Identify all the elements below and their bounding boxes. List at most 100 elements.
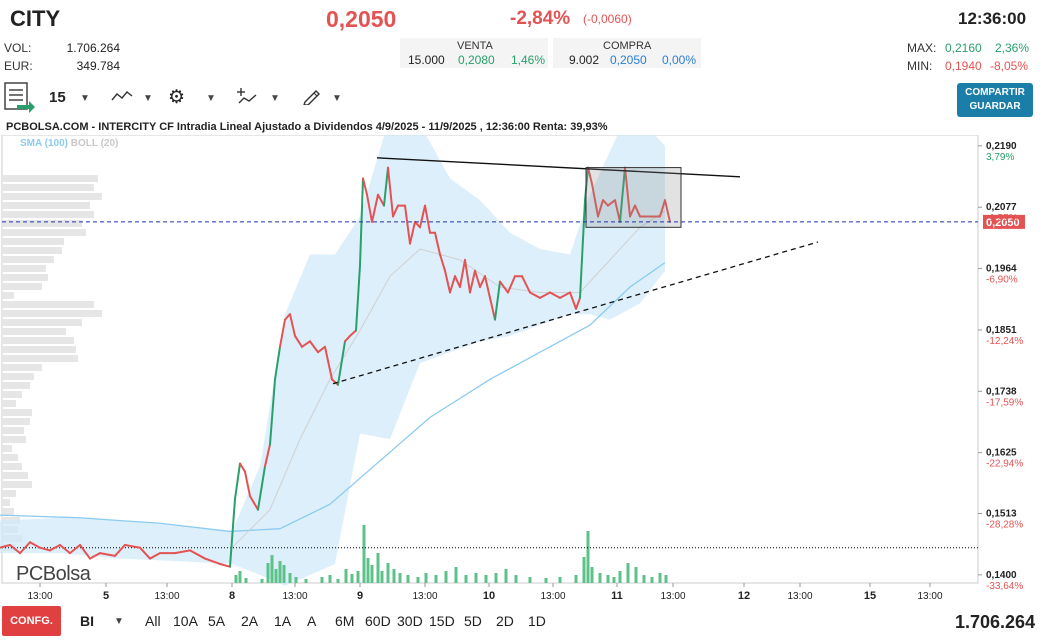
line-type-icon[interactable] — [111, 88, 133, 109]
range-button-15d[interactable]: 15D — [429, 613, 455, 629]
indicator-icon[interactable] — [236, 87, 258, 110]
price-segment — [0, 543, 11, 549]
interval-select[interactable]: 15 — [49, 89, 66, 106]
volume-bar — [274, 569, 278, 583]
volume-bar — [398, 573, 402, 583]
range-button-2d[interactable]: 2D — [496, 613, 514, 629]
volume-bar — [294, 577, 298, 583]
price-segment — [59, 543, 71, 555]
price-segment — [249, 495, 259, 511]
min-value: 0,1940 — [945, 59, 982, 73]
price-segment — [614, 199, 621, 223]
volume-bar — [266, 563, 270, 583]
volume-profile-bar — [2, 445, 12, 452]
y-tick-pct: -6,90% — [986, 275, 1018, 286]
chart-title: PCBOLSA.COM - INTERCITY CF Intradia Line… — [6, 121, 608, 133]
price-segment — [659, 199, 666, 218]
gear-caret-icon[interactable]: ▼ — [206, 93, 216, 104]
volume-bar — [626, 563, 630, 583]
price-segment — [89, 552, 101, 560]
price-segment — [294, 334, 303, 348]
volume-bar — [664, 575, 668, 583]
price-segment — [539, 291, 551, 299]
vol-value: 1.706.264 — [66, 41, 120, 55]
volume-profile-bar — [2, 256, 54, 263]
range-button-all[interactable]: All — [145, 613, 161, 629]
volume-profile-bar — [2, 184, 94, 191]
price-segment — [279, 318, 286, 348]
price-segment — [579, 199, 586, 299]
price-segment — [507, 275, 516, 294]
interval-caret-icon[interactable]: ▼ — [80, 93, 90, 104]
price-segment — [602, 199, 609, 207]
venta-price: 0,2080 — [458, 53, 495, 67]
volume-profile-bar — [2, 319, 82, 326]
volume-profile-bar — [2, 220, 82, 227]
volume-bar — [288, 573, 292, 583]
volume-profile-bar — [2, 364, 42, 371]
gear-icon[interactable]: ⚙ — [168, 87, 186, 108]
draw-caret-icon[interactable]: ▼ — [332, 93, 342, 104]
venta-label: VENTA — [457, 40, 493, 52]
volume-bar — [598, 573, 602, 583]
price-segment — [234, 462, 241, 500]
range-button-2a[interactable]: 2A — [241, 613, 259, 629]
indicator-caret-icon[interactable]: ▼ — [270, 93, 280, 104]
ticker-symbol: CITY — [10, 6, 61, 31]
price-segment — [337, 340, 346, 386]
venta-qty: 15.000 — [408, 53, 445, 67]
volume-bar — [574, 575, 578, 583]
volume-bar — [484, 575, 488, 583]
price-segment — [139, 546, 151, 560]
sma-line — [0, 262, 666, 533]
volume-profile-bar — [2, 382, 30, 389]
chart-table-icon[interactable] — [3, 81, 35, 115]
last-price: 0,2050 — [326, 6, 397, 32]
x-tick-label: 13:00 — [27, 591, 52, 602]
volume-profile-bar — [2, 481, 32, 488]
volume-profile-bar — [2, 409, 32, 416]
volume-profile-bar — [2, 274, 48, 281]
volume-profile-bar — [2, 229, 86, 236]
support-trendline — [332, 241, 819, 385]
price-segment — [79, 543, 91, 560]
price-segment — [284, 313, 291, 321]
range-button-5a[interactable]: 5A — [208, 613, 226, 629]
volume-profile-bar — [2, 292, 14, 299]
y-tick-pct: -1,55% — [986, 213, 1018, 224]
price-segment — [229, 497, 236, 568]
price-segment — [274, 345, 281, 381]
price-segment — [324, 345, 333, 381]
volume-bar — [612, 577, 616, 583]
price-segment — [49, 543, 61, 552]
compra-price: 0,2050 — [610, 53, 647, 67]
price-segment — [629, 204, 636, 218]
line-type-caret-icon[interactable]: ▼ — [143, 93, 153, 104]
compra-qty: 9.002 — [569, 53, 600, 67]
share-save-button[interactable]: COMPARTIR GUARDAR — [957, 83, 1033, 117]
bollinger-band — [0, 135, 665, 586]
volume-bar — [590, 567, 594, 583]
chart-type-select[interactable]: BI — [80, 613, 94, 629]
range-button-a[interactable]: A — [307, 613, 317, 629]
y-tick-label: 0,2077 — [986, 202, 1017, 213]
draw-pencil-icon[interactable] — [302, 87, 322, 110]
x-tick-label: 8 — [229, 590, 235, 602]
volume-bar — [328, 575, 332, 583]
price-segment — [484, 275, 491, 299]
price-segment — [404, 204, 411, 245]
range-button-1a[interactable]: 1A — [274, 613, 292, 629]
chart-type-caret-icon[interactable]: ▼ — [114, 616, 124, 627]
range-button-5d[interactable]: 5D — [464, 613, 482, 629]
range-button-30d[interactable]: 30D — [397, 613, 423, 629]
range-button-1d[interactable]: 1D — [528, 613, 546, 629]
range-button-6m[interactable]: 6M — [335, 613, 355, 629]
price-segment — [607, 199, 616, 207]
config-button[interactable]: CONFG. — [2, 606, 61, 636]
price-segment — [349, 329, 357, 337]
range-button-60d[interactable]: 60D — [365, 613, 391, 629]
range-button-10a[interactable]: 10A — [173, 613, 198, 629]
volume-bar — [464, 575, 468, 583]
price-segment — [454, 275, 461, 289]
